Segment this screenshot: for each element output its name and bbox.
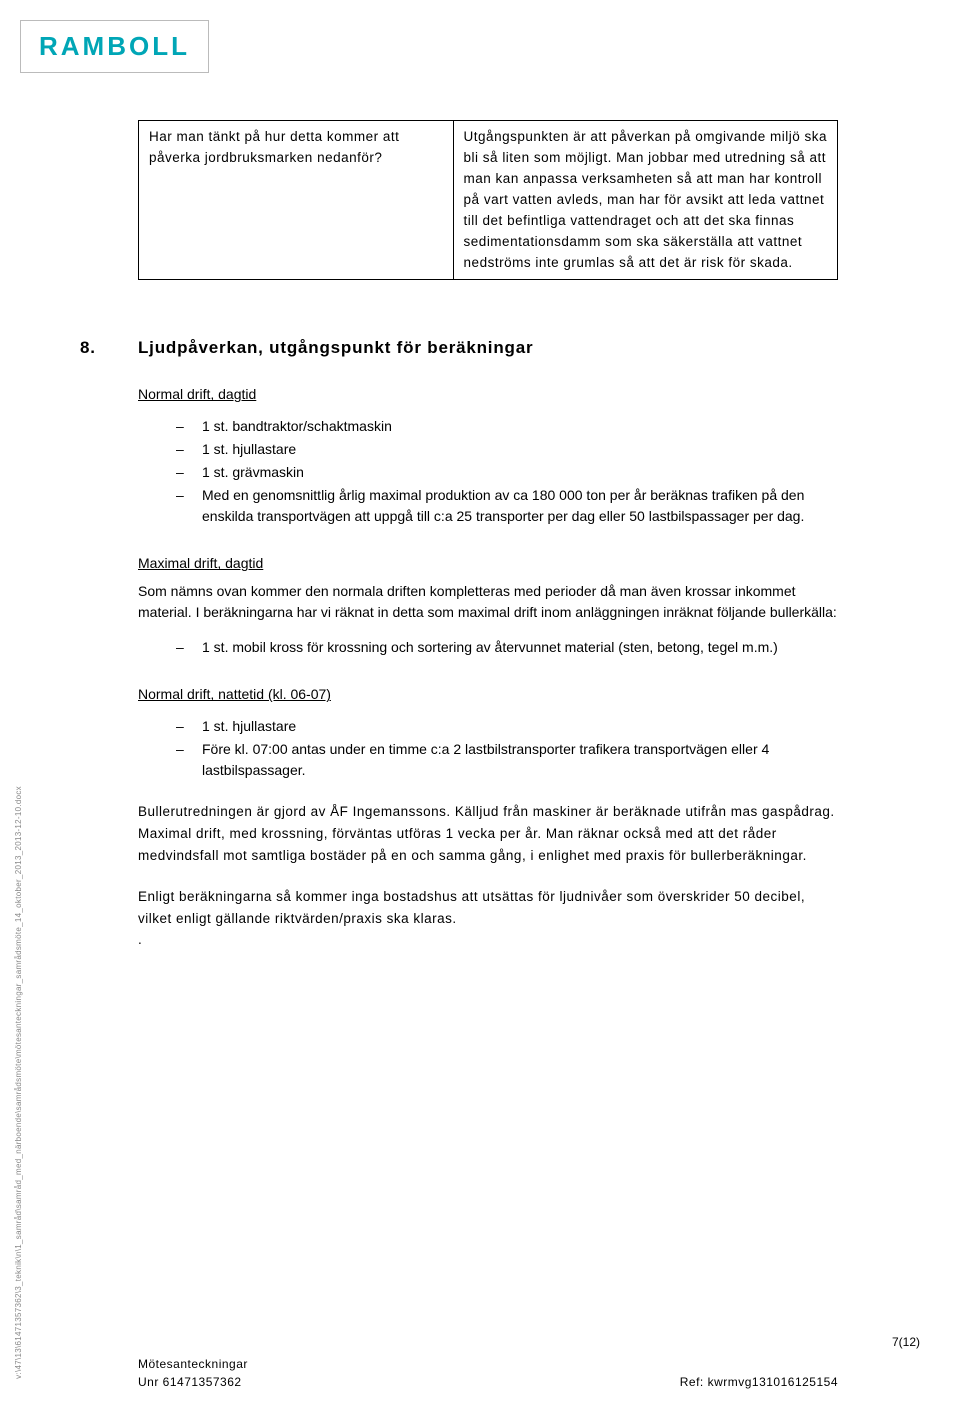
file-path-sidebar: v:\47\13\61471357362\3_teknik\n\1_samråd… [14,786,23,1379]
list-normal-natt: 1 st. hjullastare Före kl. 07:00 antas u… [176,716,838,781]
qa-question: Har man tänkt på hur detta kommer att på… [139,121,454,280]
maximal-intro: Som nämns ovan kommer den normala drifte… [138,581,838,623]
body-paragraph-2: Enligt beräkningarna så kommer inga bost… [138,886,838,929]
section-number: 8. [80,338,138,358]
footer-ref: Ref: kwrmvg131016125154 [680,1375,838,1389]
subheading-normal-natt: Normal drift, nattetid (kl. 06-07) [138,686,838,702]
footer-unr: Unr 61471357362 [138,1375,242,1389]
list-normal-dag: 1 st. bandtraktor/schaktmaskin 1 st. hju… [176,416,838,527]
subheading-maximal-dag: Maximal drift, dagtid [138,555,838,571]
page-number: 7(12) [892,1335,920,1349]
body-dot: . [138,929,838,951]
section-8-heading: 8. Ljudpåverkan, utgångspunkt för beräkn… [138,338,838,358]
qa-answer: Utgångspunkten är att påverkan på omgiva… [453,121,837,280]
list-item: 1 st. mobil kross för krossning och sort… [176,637,838,658]
footer-title: Mötesanteckningar [138,1357,838,1371]
list-item: Med en genomsnittlig årlig maximal produ… [176,485,838,527]
list-item: Före kl. 07:00 antas under en timme c:a … [176,739,838,781]
logo-box: RAMBOLL [20,20,209,73]
logo-text: RAMBOLL [39,31,190,61]
qa-table: Har man tänkt på hur detta kommer att på… [138,120,838,280]
list-item: 1 st. hjullastare [176,439,838,460]
section-title: Ljudpåverkan, utgångspunkt för beräkning… [138,338,533,358]
subheading-normal-dag: Normal drift, dagtid [138,386,838,402]
page-footer: Mötesanteckningar Unr 61471357362 Ref: k… [138,1357,838,1389]
list-item: 1 st. grävmaskin [176,462,838,483]
list-item: 1 st. bandtraktor/schaktmaskin [176,416,838,437]
page-content: Har man tänkt på hur detta kommer att på… [138,120,838,951]
list-maximal-dag: 1 st. mobil kross för krossning och sort… [176,637,838,658]
list-item: 1 st. hjullastare [176,716,838,737]
body-paragraph-1: Bullerutredningen är gjord av ÅF Ingeman… [138,801,838,866]
